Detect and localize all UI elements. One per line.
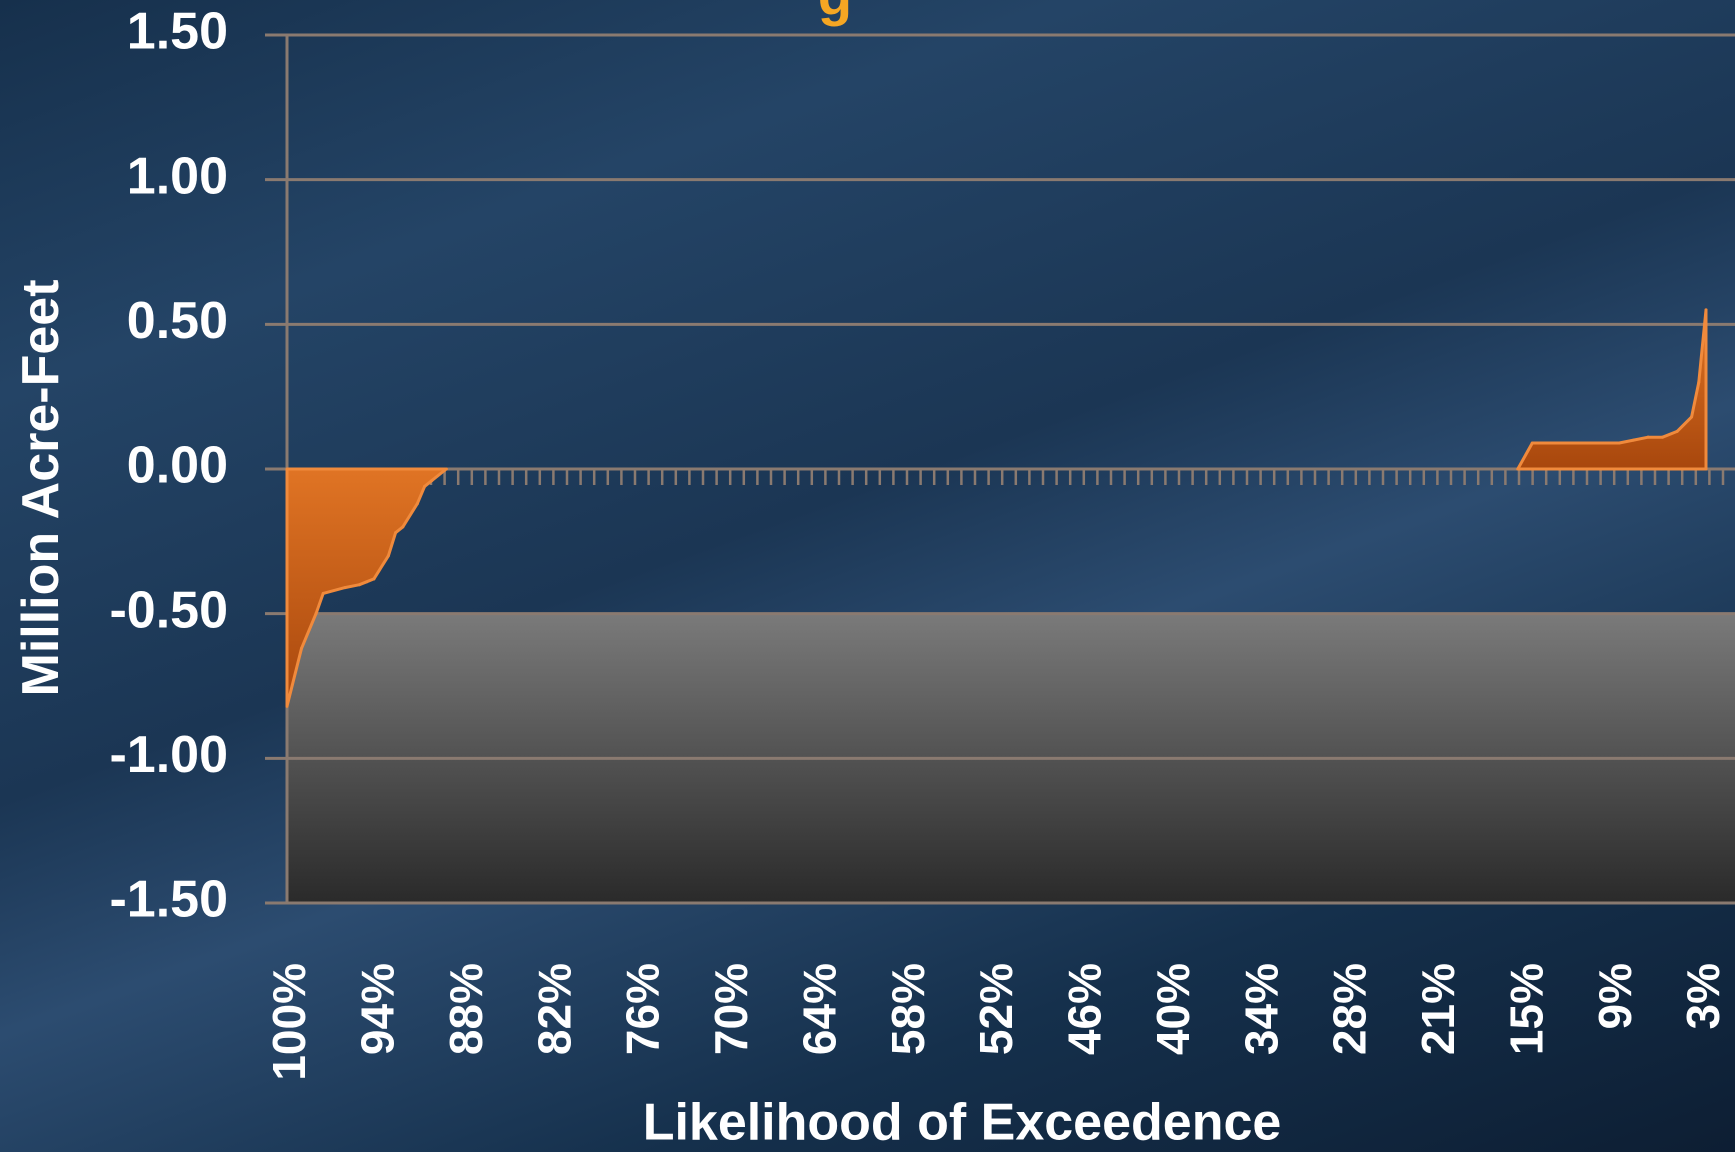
x-tick-label: 64%	[793, 963, 845, 1055]
x-tick-label: 82%	[528, 963, 580, 1055]
x-tick-label: 52%	[970, 963, 1022, 1055]
series-2-point	[1646, 435, 1650, 439]
series-2-point	[1632, 438, 1636, 442]
x-tick-label: 9%	[1589, 963, 1641, 1029]
y-tick-label: 1.00	[127, 147, 228, 205]
series-2-point	[1516, 467, 1520, 471]
series-1-point	[430, 479, 434, 483]
series-1-point	[372, 577, 376, 581]
x-tick-label: 94%	[352, 963, 404, 1055]
series-1-point	[314, 612, 318, 616]
series-2-point	[1661, 435, 1665, 439]
x-tick-label: 28%	[1324, 963, 1376, 1055]
series-1-point	[394, 531, 398, 535]
gridlines	[265, 33, 1735, 905]
series-2-point	[1675, 429, 1679, 433]
series-2-point	[1530, 441, 1534, 445]
series-2-point	[1559, 441, 1563, 445]
zero-axis-ticks	[293, 469, 1725, 485]
series-1-point	[285, 704, 289, 708]
series-1-point	[415, 502, 419, 506]
series-1-point	[444, 467, 448, 471]
x-tick-label: 58%	[882, 963, 934, 1055]
x-tick-label: 40%	[1147, 963, 1199, 1055]
y-tick-label: -1.00	[109, 726, 228, 784]
x-axis-ticks: 100% 94% 88% 82% 76% 70% 64% 58% 52% 46% 40% 34% 28%…	[263, 963, 1729, 1081]
x-tick-label: 15%	[1500, 963, 1552, 1055]
y-tick-label: -1.50	[109, 871, 228, 929]
x-tick-label: 46%	[1059, 963, 1111, 1055]
series-1-point	[423, 484, 427, 488]
series-1-point	[299, 646, 303, 650]
series-area-2	[1516, 308, 1708, 471]
y-axis-title: Million Acre-Feet	[12, 279, 70, 696]
series-1-point	[386, 554, 390, 558]
y-tick-label: 0.00	[127, 437, 228, 495]
x-tick-label: 88%	[440, 963, 492, 1055]
x-tick-label: 100%	[263, 963, 315, 1081]
series-layer	[285, 308, 1708, 708]
x-tick-label: 3%	[1677, 963, 1729, 1029]
series-1-point	[343, 586, 347, 590]
x-tick-label: 34%	[1235, 963, 1287, 1055]
x-tick-label: 70%	[705, 963, 757, 1055]
chart-title: g	[818, 0, 852, 27]
x-axis-title: Likelihood of Exceedence	[643, 1094, 1282, 1152]
x-tick-label: 76%	[617, 963, 669, 1055]
y-axis-ticks: 1.50 1.00 0.50 0.00 -0.50 -1.00 -1.50	[109, 3, 228, 929]
series-2-point	[1697, 380, 1701, 384]
series-1-point	[357, 583, 361, 587]
y-tick-label: -0.50	[109, 581, 228, 639]
series-2-point	[1690, 415, 1694, 419]
series-2-point	[1588, 441, 1592, 445]
series-2-point	[1617, 441, 1621, 445]
y-tick-label: 1.50	[127, 3, 228, 61]
series-1-point	[401, 525, 405, 529]
x-tick-label: 21%	[1412, 963, 1464, 1055]
series-2-point	[1704, 308, 1708, 312]
series-1-point	[321, 591, 325, 595]
y-tick-label: 0.50	[127, 292, 228, 350]
series-1-point	[365, 580, 369, 584]
